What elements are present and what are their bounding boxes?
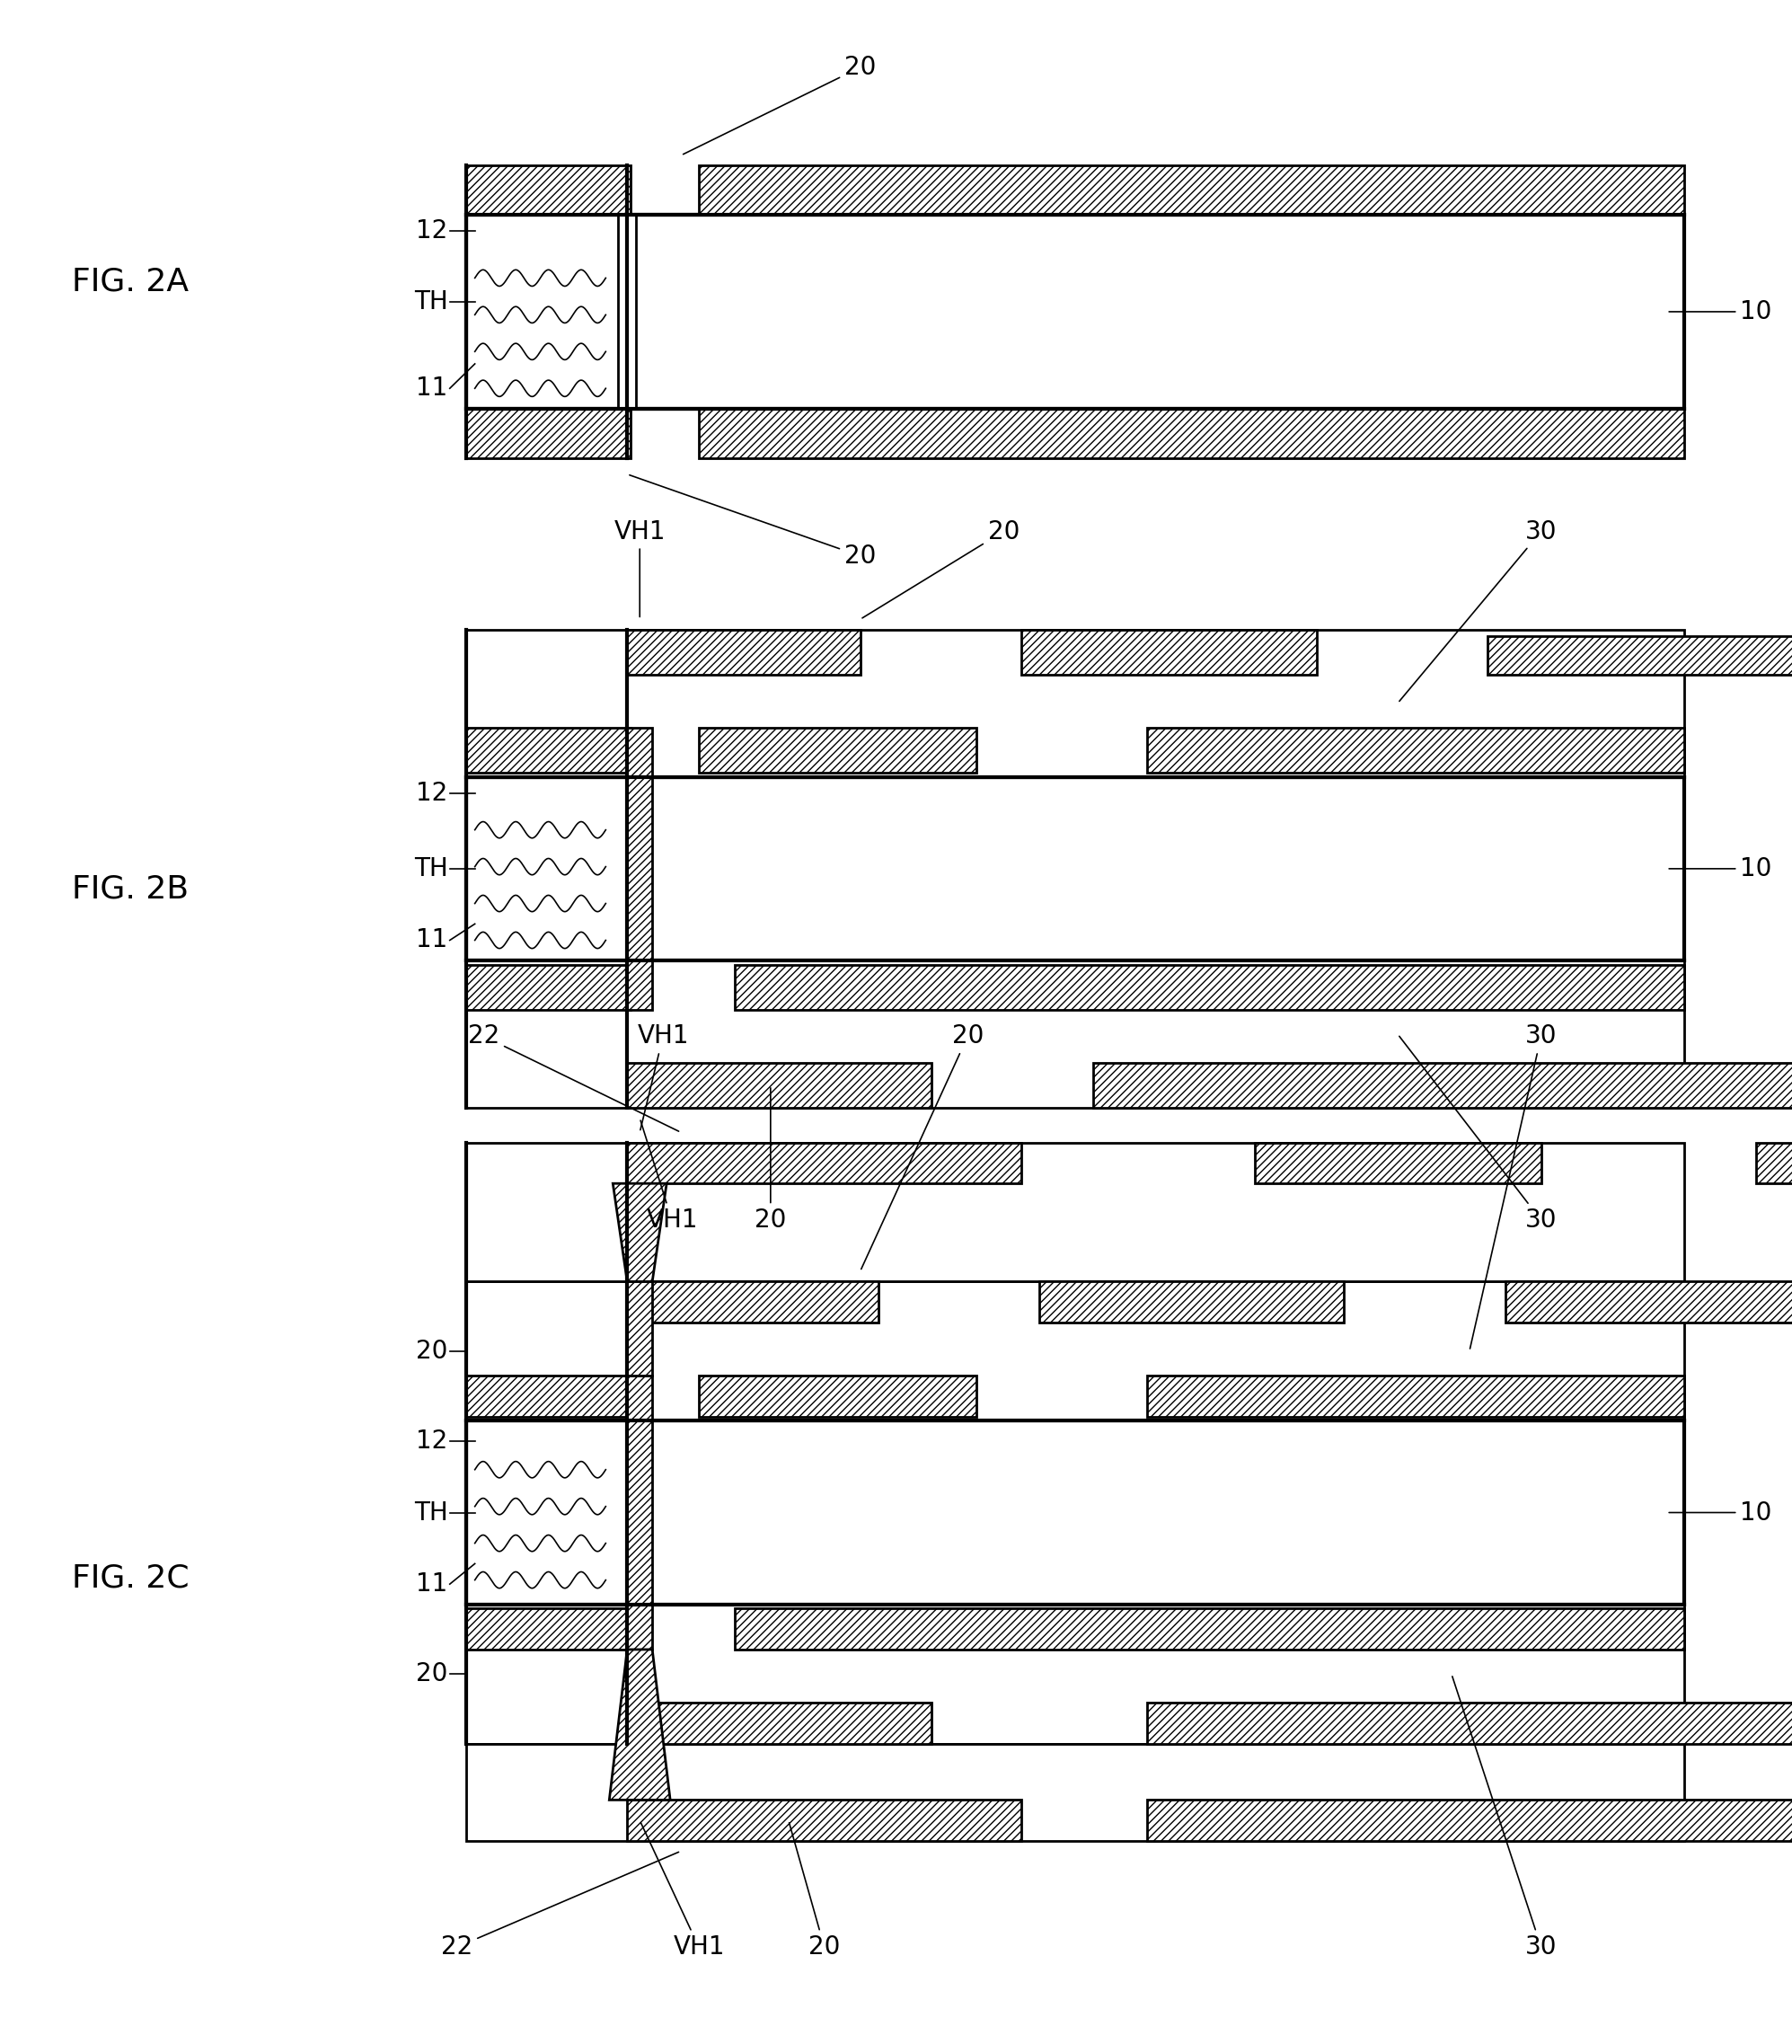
Bar <box>466 1605 1684 1744</box>
Text: 20: 20 <box>683 55 876 153</box>
Text: 12: 12 <box>416 1429 448 1453</box>
Bar <box>1487 636 1792 675</box>
Text: 20: 20 <box>416 1339 448 1363</box>
Text: VH1: VH1 <box>642 1823 724 1960</box>
Bar <box>627 1143 1021 1183</box>
Text: 30: 30 <box>1400 1036 1557 1233</box>
Text: VH1: VH1 <box>638 1024 688 1130</box>
Text: 20: 20 <box>862 1024 984 1269</box>
Bar <box>1505 1282 1792 1322</box>
Bar <box>699 1376 977 1416</box>
Text: TH: TH <box>414 288 448 315</box>
Text: FIG. 2A: FIG. 2A <box>72 268 188 296</box>
Bar <box>466 630 1684 777</box>
Bar <box>627 1063 932 1108</box>
Text: VH1: VH1 <box>615 519 665 617</box>
Bar <box>466 1282 1684 1421</box>
Bar <box>466 777 1684 961</box>
Bar <box>627 630 860 675</box>
Text: FIG. 2B: FIG. 2B <box>72 875 188 903</box>
Text: 30: 30 <box>1452 1676 1557 1960</box>
Bar <box>466 1376 631 1416</box>
Text: 20: 20 <box>416 1662 448 1686</box>
Text: 10: 10 <box>1668 856 1772 881</box>
Text: 30: 30 <box>1400 519 1557 701</box>
Text: 30: 30 <box>1469 1024 1557 1349</box>
Bar <box>466 1143 1684 1282</box>
Bar <box>466 215 1684 409</box>
Text: TH: TH <box>414 1500 448 1525</box>
Bar <box>466 965 631 1010</box>
Bar <box>735 965 1684 1010</box>
Text: 20: 20 <box>862 519 1020 617</box>
Bar <box>466 409 631 458</box>
Text: 20: 20 <box>629 474 876 568</box>
Bar <box>1093 1063 1792 1108</box>
Bar <box>466 1744 1684 1842</box>
Bar <box>466 166 631 215</box>
Bar <box>466 1609 631 1650</box>
Text: 20: 20 <box>754 1087 787 1233</box>
Text: FIG. 2C: FIG. 2C <box>72 1564 188 1592</box>
Text: 10: 10 <box>1668 1500 1772 1525</box>
Text: VH1: VH1 <box>640 1120 697 1233</box>
Bar <box>699 166 1684 215</box>
Polygon shape <box>613 1183 667 1282</box>
Text: 22: 22 <box>468 1024 679 1130</box>
Bar <box>618 215 636 409</box>
Text: 10: 10 <box>1668 298 1772 325</box>
Text: 22: 22 <box>441 1852 679 1960</box>
Text: 20: 20 <box>788 1823 840 1960</box>
Bar <box>627 1801 1021 1842</box>
Text: 12: 12 <box>416 219 448 243</box>
Text: TH: TH <box>414 856 448 881</box>
Bar <box>466 1421 1684 1605</box>
Bar <box>1147 728 1684 773</box>
Bar <box>466 961 1684 1108</box>
Bar <box>699 409 1684 458</box>
Bar <box>1254 1143 1541 1183</box>
Text: 12: 12 <box>416 781 448 805</box>
Bar <box>1147 1703 1792 1744</box>
Bar <box>735 1609 1684 1650</box>
Bar <box>627 1282 878 1322</box>
Bar <box>627 1282 652 1376</box>
Bar <box>627 728 652 1010</box>
Text: 11: 11 <box>416 928 448 953</box>
Bar <box>627 1376 652 1650</box>
Bar <box>466 728 631 773</box>
Bar <box>1147 1801 1792 1842</box>
Polygon shape <box>609 1650 670 1801</box>
Bar <box>699 728 977 773</box>
Bar <box>1021 630 1317 675</box>
Bar <box>627 1703 932 1744</box>
Bar <box>1147 1376 1684 1416</box>
Text: 11: 11 <box>416 376 448 401</box>
Bar <box>1039 1282 1344 1322</box>
Bar <box>1756 1143 1792 1183</box>
Text: 11: 11 <box>416 1572 448 1596</box>
